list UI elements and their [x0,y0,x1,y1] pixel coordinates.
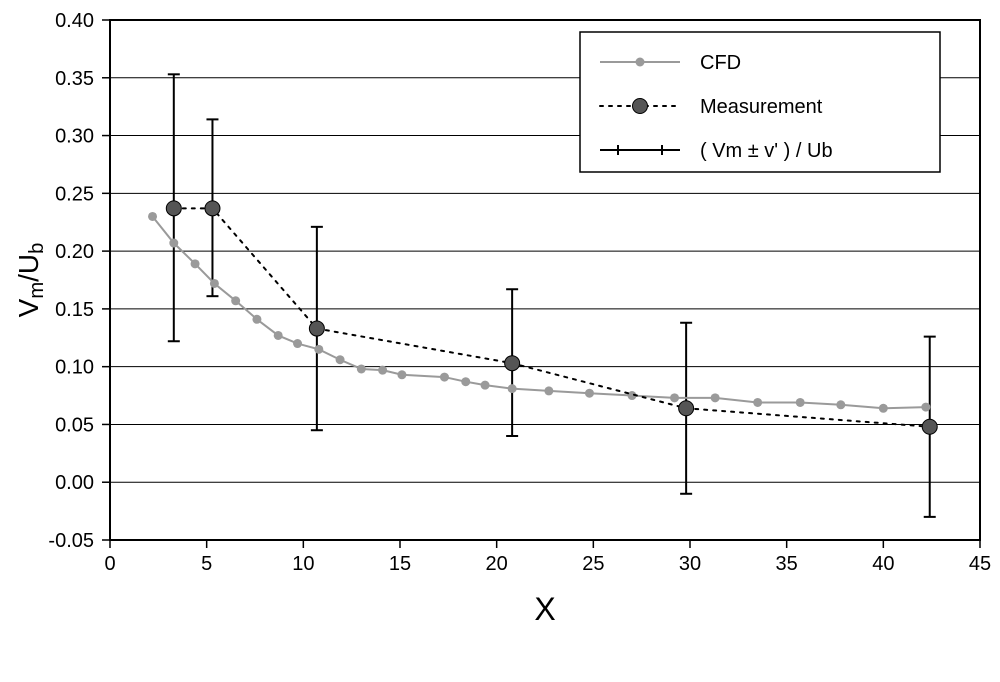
cfd-marker [293,339,302,348]
measurement-marker [205,201,220,216]
chart-container: 0 5 10 15 20 25 30 35 40 45 -0.05 0.00 0.05 0.10 0.15 0… [0,0,1000,682]
x-tick-label: 25 [582,553,604,575]
cfd-marker [879,404,888,413]
x-tick-label: 20 [486,553,508,575]
cfd-marker [148,212,157,221]
y-tick-label: 0.25 [55,183,94,205]
y-tick-label: 0.15 [55,299,94,321]
cfd-marker [210,279,219,288]
legend-label: Measurement [700,96,823,118]
y-tick-label: -0.05 [48,530,94,552]
measurement-marker [679,401,694,416]
cfd-marker [585,389,594,398]
cfd-marker [711,393,720,402]
legend-sample-marker [633,99,648,114]
cfd-marker [378,366,387,375]
y-tick-label: 0.30 [55,126,94,148]
cfd-marker [753,398,762,407]
cfd-marker [231,296,240,305]
cfd-marker [336,355,345,364]
legend-label: CFD [700,52,741,74]
cfd-marker [357,364,366,373]
cfd-marker [252,315,261,324]
y-tick-label: 0.05 [55,414,94,436]
cfd-marker [836,400,845,409]
legend-label: ( Vm ± v' ) / Ub [700,140,833,162]
cfd-marker [481,381,490,390]
measurement-marker [309,321,324,336]
x-tick-label: 5 [201,553,212,575]
x-tick-label: 15 [389,553,411,575]
x-tick-label: 0 [104,553,115,575]
cfd-marker [544,386,553,395]
cfd-marker [670,393,679,402]
cfd-marker [461,377,470,386]
y-tick-label: 0.40 [55,10,94,32]
y-tick-label: 0.35 [55,68,94,90]
measurement-marker [922,419,937,434]
x-tick-label: 40 [872,553,894,575]
measurement-marker [505,356,520,371]
cfd-marker [314,345,323,354]
cfd-marker [191,259,200,268]
cfd-marker [921,403,930,412]
chart-svg: 0 5 10 15 20 25 30 35 40 45 -0.05 0.00 0.05 0.10 0.15 0… [0,0,1000,682]
cfd-marker [440,373,449,382]
x-tick-label: 45 [969,553,991,575]
cfd-marker [274,331,283,340]
cfd-marker [169,239,178,248]
x-tick-label: 35 [776,553,798,575]
cfd-marker [508,384,517,393]
x-axis-title: X [534,591,555,627]
legend-sample-marker [636,58,645,67]
y-tick-label: 0.00 [55,472,94,494]
y-tick-label: 0.10 [55,357,94,379]
cfd-marker [397,370,406,379]
x-tick-label: 30 [679,553,701,575]
cfd-marker [796,398,805,407]
y-tick-label: 0.20 [55,241,94,263]
measurement-marker [166,201,181,216]
x-tick-label: 10 [292,553,314,575]
